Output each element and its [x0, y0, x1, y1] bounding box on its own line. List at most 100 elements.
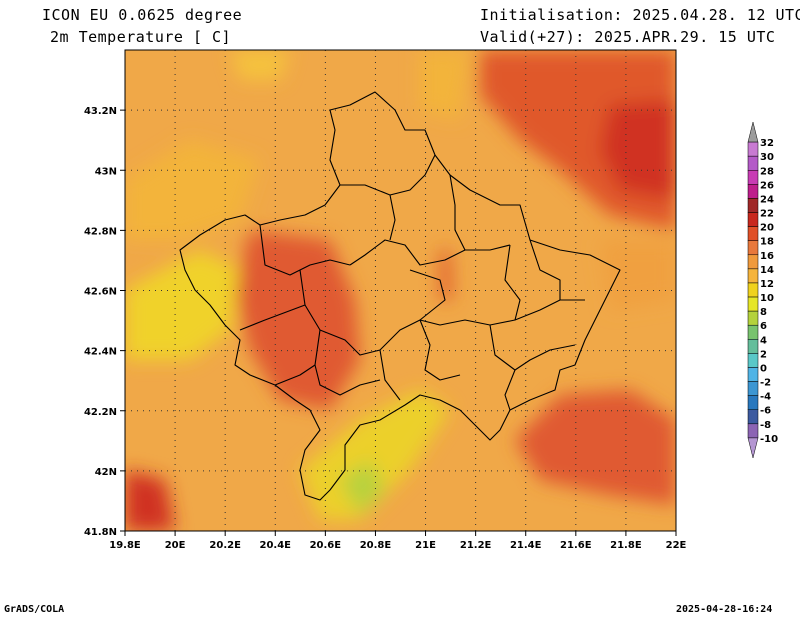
colorbar-swatch: [747, 353, 759, 368]
lon-tick-label: 22E: [666, 540, 687, 551]
valid-time: Valid(+27): 2025.APR.29. 15 UTC: [480, 28, 776, 46]
colorbar-swatch: [747, 282, 759, 298]
colorbar-swatch: [747, 198, 759, 213]
municipal-border: [299, 269, 381, 356]
lon-tick-label: 21.4E: [510, 540, 542, 551]
colorbar-swatch: [747, 170, 759, 185]
lat-tick-label: 42.8N: [84, 226, 117, 237]
municipal-border: [489, 324, 576, 371]
municipal-border: [449, 174, 466, 251]
colorbar-label: 12: [760, 279, 774, 290]
colorbar-label: 28: [760, 166, 774, 177]
colorbar-swatch: [747, 310, 759, 326]
cold-region-south: [340, 460, 385, 515]
colorbar-swatch: [747, 240, 759, 256]
colorbar-swatch: [747, 226, 759, 241]
temperature-field: [125, 50, 676, 531]
lat-tick-label: 42N: [95, 467, 117, 478]
municipal-border: [389, 194, 396, 241]
warm-spot-central: [440, 250, 452, 300]
colorbar-label: 26: [760, 180, 774, 191]
hot-region-northeast: [600, 100, 676, 200]
cool-region-north: [230, 50, 290, 80]
lon-axis: 19.8E 20E 20.2E 20.4E 20.6E 20.8E 21E 21.2E 21.4…: [109, 531, 687, 551]
municipal-border: [419, 319, 461, 381]
colorbar-label: 22: [760, 209, 774, 220]
colorbar-label: 16: [760, 251, 774, 262]
colorbar-swatch: [747, 184, 759, 199]
colorbar-swatch: [747, 423, 759, 439]
colorbar-label: 18: [760, 237, 774, 248]
lat-tick-label: 42.6N: [84, 287, 117, 298]
colorbar-swatch: [747, 381, 759, 396]
colorbar-swatch: [747, 339, 759, 354]
municipal-border: [340, 154, 436, 196]
mild-region-east: [600, 240, 676, 310]
lon-tick-label: 21E: [415, 540, 436, 551]
municipal-border: [409, 269, 446, 321]
lat-tick-label: 42.2N: [84, 407, 117, 418]
colorbar-label: 6: [760, 321, 767, 332]
colorbar-arrow-top: [747, 121, 759, 143]
lat-tick-label: 42.4N: [84, 347, 117, 358]
municipal-border: [504, 244, 521, 321]
colorbar-label: 0: [760, 363, 767, 374]
lat-tick-label: 41.8N: [84, 527, 117, 538]
colorbar-label: 14: [760, 265, 774, 276]
colorbar-label: -8: [760, 420, 771, 431]
mild-region-northwest: [125, 140, 260, 240]
colorbar-swatch: [747, 254, 759, 270]
colorbar-label: 32: [760, 138, 774, 149]
hot-region-southwest: [125, 470, 175, 531]
colorbar-label: 8: [760, 307, 767, 318]
colorbar-swatch: [747, 155, 759, 171]
lon-tick-label: 21.2E: [460, 540, 492, 551]
colorbar-label: -4: [760, 392, 771, 403]
colorbar-label: 20: [760, 223, 774, 234]
warm-region-west: [235, 230, 360, 410]
municipal-border: [314, 329, 381, 396]
colorbar-swatch: [747, 212, 759, 227]
colorbar-label: -10: [760, 434, 778, 445]
colorbar-swatch: [747, 395, 759, 410]
mild-region-north: [420, 50, 470, 120]
lon-tick-label: 20.8E: [360, 540, 392, 551]
lat-axis: 41.8N 42N 42.2N 42.4N 42.6N 42.8N 43N 43.2N: [84, 106, 125, 538]
cool-region-south: [300, 390, 450, 520]
footer-credit: GrADS/COLA: [4, 604, 65, 615]
variable-title: 2m Temperature [ C]: [50, 28, 232, 46]
municipal-border: [274, 364, 316, 386]
country-border: [179, 91, 621, 501]
lon-tick-label: 21.8E: [610, 540, 642, 551]
init-time: Initialisation: 2025.04.28. 12 UTC: [480, 6, 800, 24]
municipal-border: [529, 239, 561, 300]
colorbar-label: 2: [760, 349, 767, 360]
cool-region-west: [125, 250, 240, 360]
municipal-border: [349, 239, 511, 266]
colorbar-swatch: [747, 296, 759, 312]
lat-lon-grid: [125, 50, 676, 531]
colorbar-label: 10: [760, 293, 774, 304]
model-title: ICON EU 0.0625 degree: [42, 6, 243, 24]
municipal-border: [379, 299, 585, 351]
lon-tick-label: 20.4E: [260, 540, 292, 551]
municipal-border: [379, 349, 401, 401]
colorbar-swatch: [747, 367, 759, 382]
colorbar-swatch: [747, 141, 759, 157]
colorbar-label: -2: [760, 378, 771, 389]
lat-tick-label: 43N: [95, 166, 117, 177]
colorbar-label: 4: [760, 335, 767, 346]
lon-tick-label: 21.6E: [560, 540, 592, 551]
municipal-border: [239, 304, 306, 331]
colorbar-swatch: [747, 268, 759, 284]
colorbar-label: 30: [760, 152, 774, 163]
lon-tick-label: 20.6E: [310, 540, 342, 551]
colorbar-arrow-bottom: [747, 437, 759, 459]
municipal-border: [504, 369, 516, 411]
lat-tick-label: 43.2N: [84, 106, 117, 117]
borders: [179, 91, 621, 501]
colorbar-swatch: [747, 324, 759, 340]
warm-region-southeast: [515, 390, 676, 505]
